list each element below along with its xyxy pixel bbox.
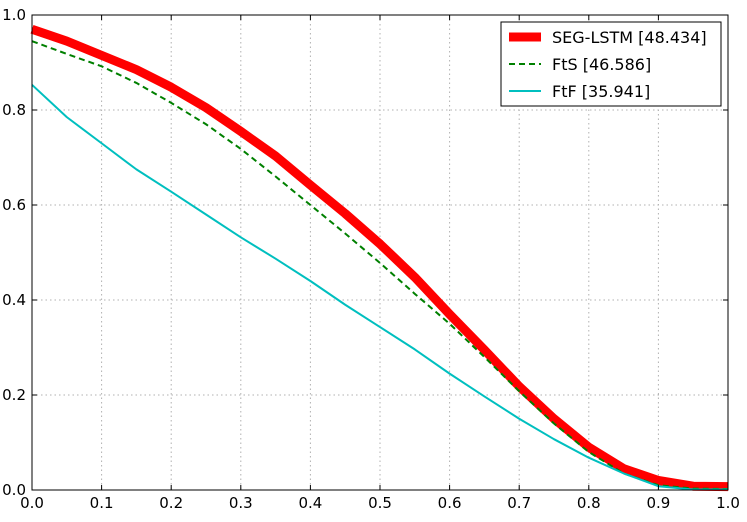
y-tick-label: 0.4	[2, 291, 26, 309]
y-tick-label: 0.6	[2, 196, 26, 214]
y-tick-labels: 0.0 0.2 0.4 0.6 0.8 1.0	[2, 6, 26, 499]
x-tick-label: 0.2	[159, 494, 183, 512]
x-tick-labels: 0.0 0.1 0.2 0.3 0.4 0.5 0.6 0.7 0.8 0.9 1.0	[20, 494, 740, 512]
series-line-1	[31, 40, 729, 491]
legend-label-0: SEG-LSTM [48.434]	[552, 28, 707, 47]
x-tick-label: 0.1	[90, 494, 114, 512]
x-tick-label: 0.4	[298, 494, 322, 512]
x-tick-label: 0.6	[438, 494, 462, 512]
legend-label-1: FtS [46.586]	[552, 55, 651, 74]
series-layer	[30, 24, 729, 492]
x-tick-label: 1.0	[716, 494, 740, 512]
x-tick-label: 0.7	[507, 494, 531, 512]
x-tick-label: 0.5	[368, 494, 392, 512]
y-tick-label: 0.2	[2, 386, 26, 404]
series-line-0	[30, 24, 729, 492]
y-tick-label: 0.0	[2, 481, 26, 499]
x-tick-label: 0.0	[20, 494, 44, 512]
x-tick-label: 0.8	[577, 494, 601, 512]
x-tick-label: 0.9	[646, 494, 670, 512]
y-tick-label: 1.0	[2, 6, 26, 24]
x-tick-label: 0.3	[229, 494, 253, 512]
legend-label-2: FtF [35.941]	[552, 82, 650, 101]
axis-ticks	[31, 14, 729, 491]
series-line-2	[31, 84, 728, 491]
y-tick-label: 0.8	[2, 101, 26, 119]
legend: SEG-LSTM [48.434] FtS [46.586] FtF [35.941…	[500, 21, 722, 107]
